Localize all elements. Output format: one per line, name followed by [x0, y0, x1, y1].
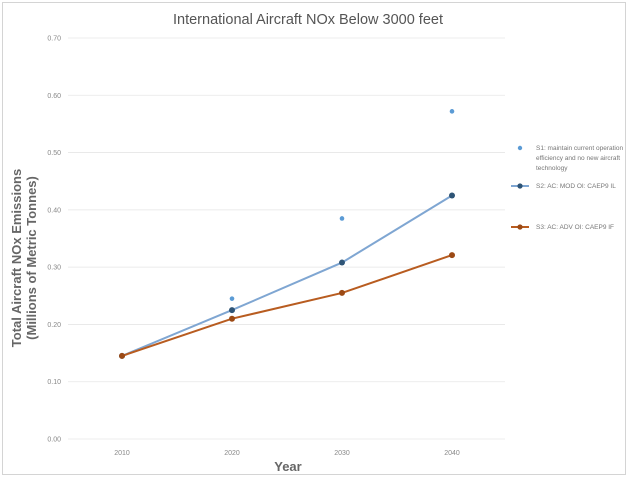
gridlines: [68, 37, 505, 440]
series-2-line: [121, 194, 453, 357]
y-tick-label: 0.10: [47, 379, 61, 386]
legend-swatch-marker: [517, 183, 523, 189]
series-2-point: [449, 192, 455, 199]
series-2-point: [339, 259, 345, 266]
y-tick-label: 0.50: [47, 150, 61, 157]
y-axis-title-line2: (Millions of Metric Tonnes): [24, 176, 39, 340]
y-axis-title-line1: Total Aircraft NOx Emissions: [9, 169, 24, 347]
legend-item-3: S3: AC: ADV OI: CAEP9 IF: [511, 224, 614, 231]
series-1: [119, 109, 455, 359]
series-layer: [119, 109, 455, 359]
series-3-point: [119, 352, 125, 359]
y-tick-label: 0.00: [47, 437, 61, 444]
series-3: [119, 252, 455, 359]
chart-frame: [2, 2, 626, 475]
chart-title: International Aircraft NOx Below 3000 fe…: [173, 12, 443, 28]
y-tick-label: 0.30: [47, 265, 61, 272]
y-tick-label: 0.40: [47, 207, 61, 214]
x-tick-label: 2020: [224, 450, 240, 457]
legend-item-1: S1: maintain current operation efficiency…: [517, 145, 623, 172]
series-3-point: [449, 252, 455, 259]
y-tick-label: 0.20: [47, 322, 61, 329]
x-tick-labels: 2010 2020 2030 2040: [114, 450, 460, 457]
series-1-point: [339, 216, 345, 221]
y-tick-labels: 0.00 0.10 0.20 0.30 0.40 0.50 0.60 0.70: [47, 36, 61, 444]
series-3-line: [121, 254, 453, 357]
legend: S1: maintain current operation efficiency…: [511, 145, 623, 231]
legend-label: efficiency and no new aircraft: [536, 155, 620, 162]
legend-label: S1: maintain current operation: [536, 145, 623, 152]
series-3-point: [229, 315, 235, 322]
legend-label: S3: AC: ADV OI: CAEP9 IF: [536, 224, 614, 231]
legend-item-2: S2: AC: MOD OI: CAEP9 IL: [511, 183, 616, 190]
y-tick-label: 0.70: [47, 36, 61, 43]
series-2-point: [229, 307, 235, 314]
series-3-point: [339, 289, 345, 296]
legend-label: technology: [536, 165, 568, 172]
x-tick-label: 2040: [444, 450, 460, 457]
legend-swatch-marker: [517, 145, 523, 151]
series-1-point: [229, 296, 235, 301]
series-1-point: [449, 109, 455, 114]
legend-label: S2: AC: MOD OI: CAEP9 IL: [536, 183, 616, 190]
x-tick-label: 2010: [114, 450, 130, 457]
y-tick-label: 0.60: [47, 93, 61, 100]
x-axis-title: Year: [274, 459, 301, 474]
x-tick-label: 2030: [334, 450, 350, 457]
legend-swatch-marker: [517, 224, 523, 230]
series-2: [119, 192, 455, 359]
